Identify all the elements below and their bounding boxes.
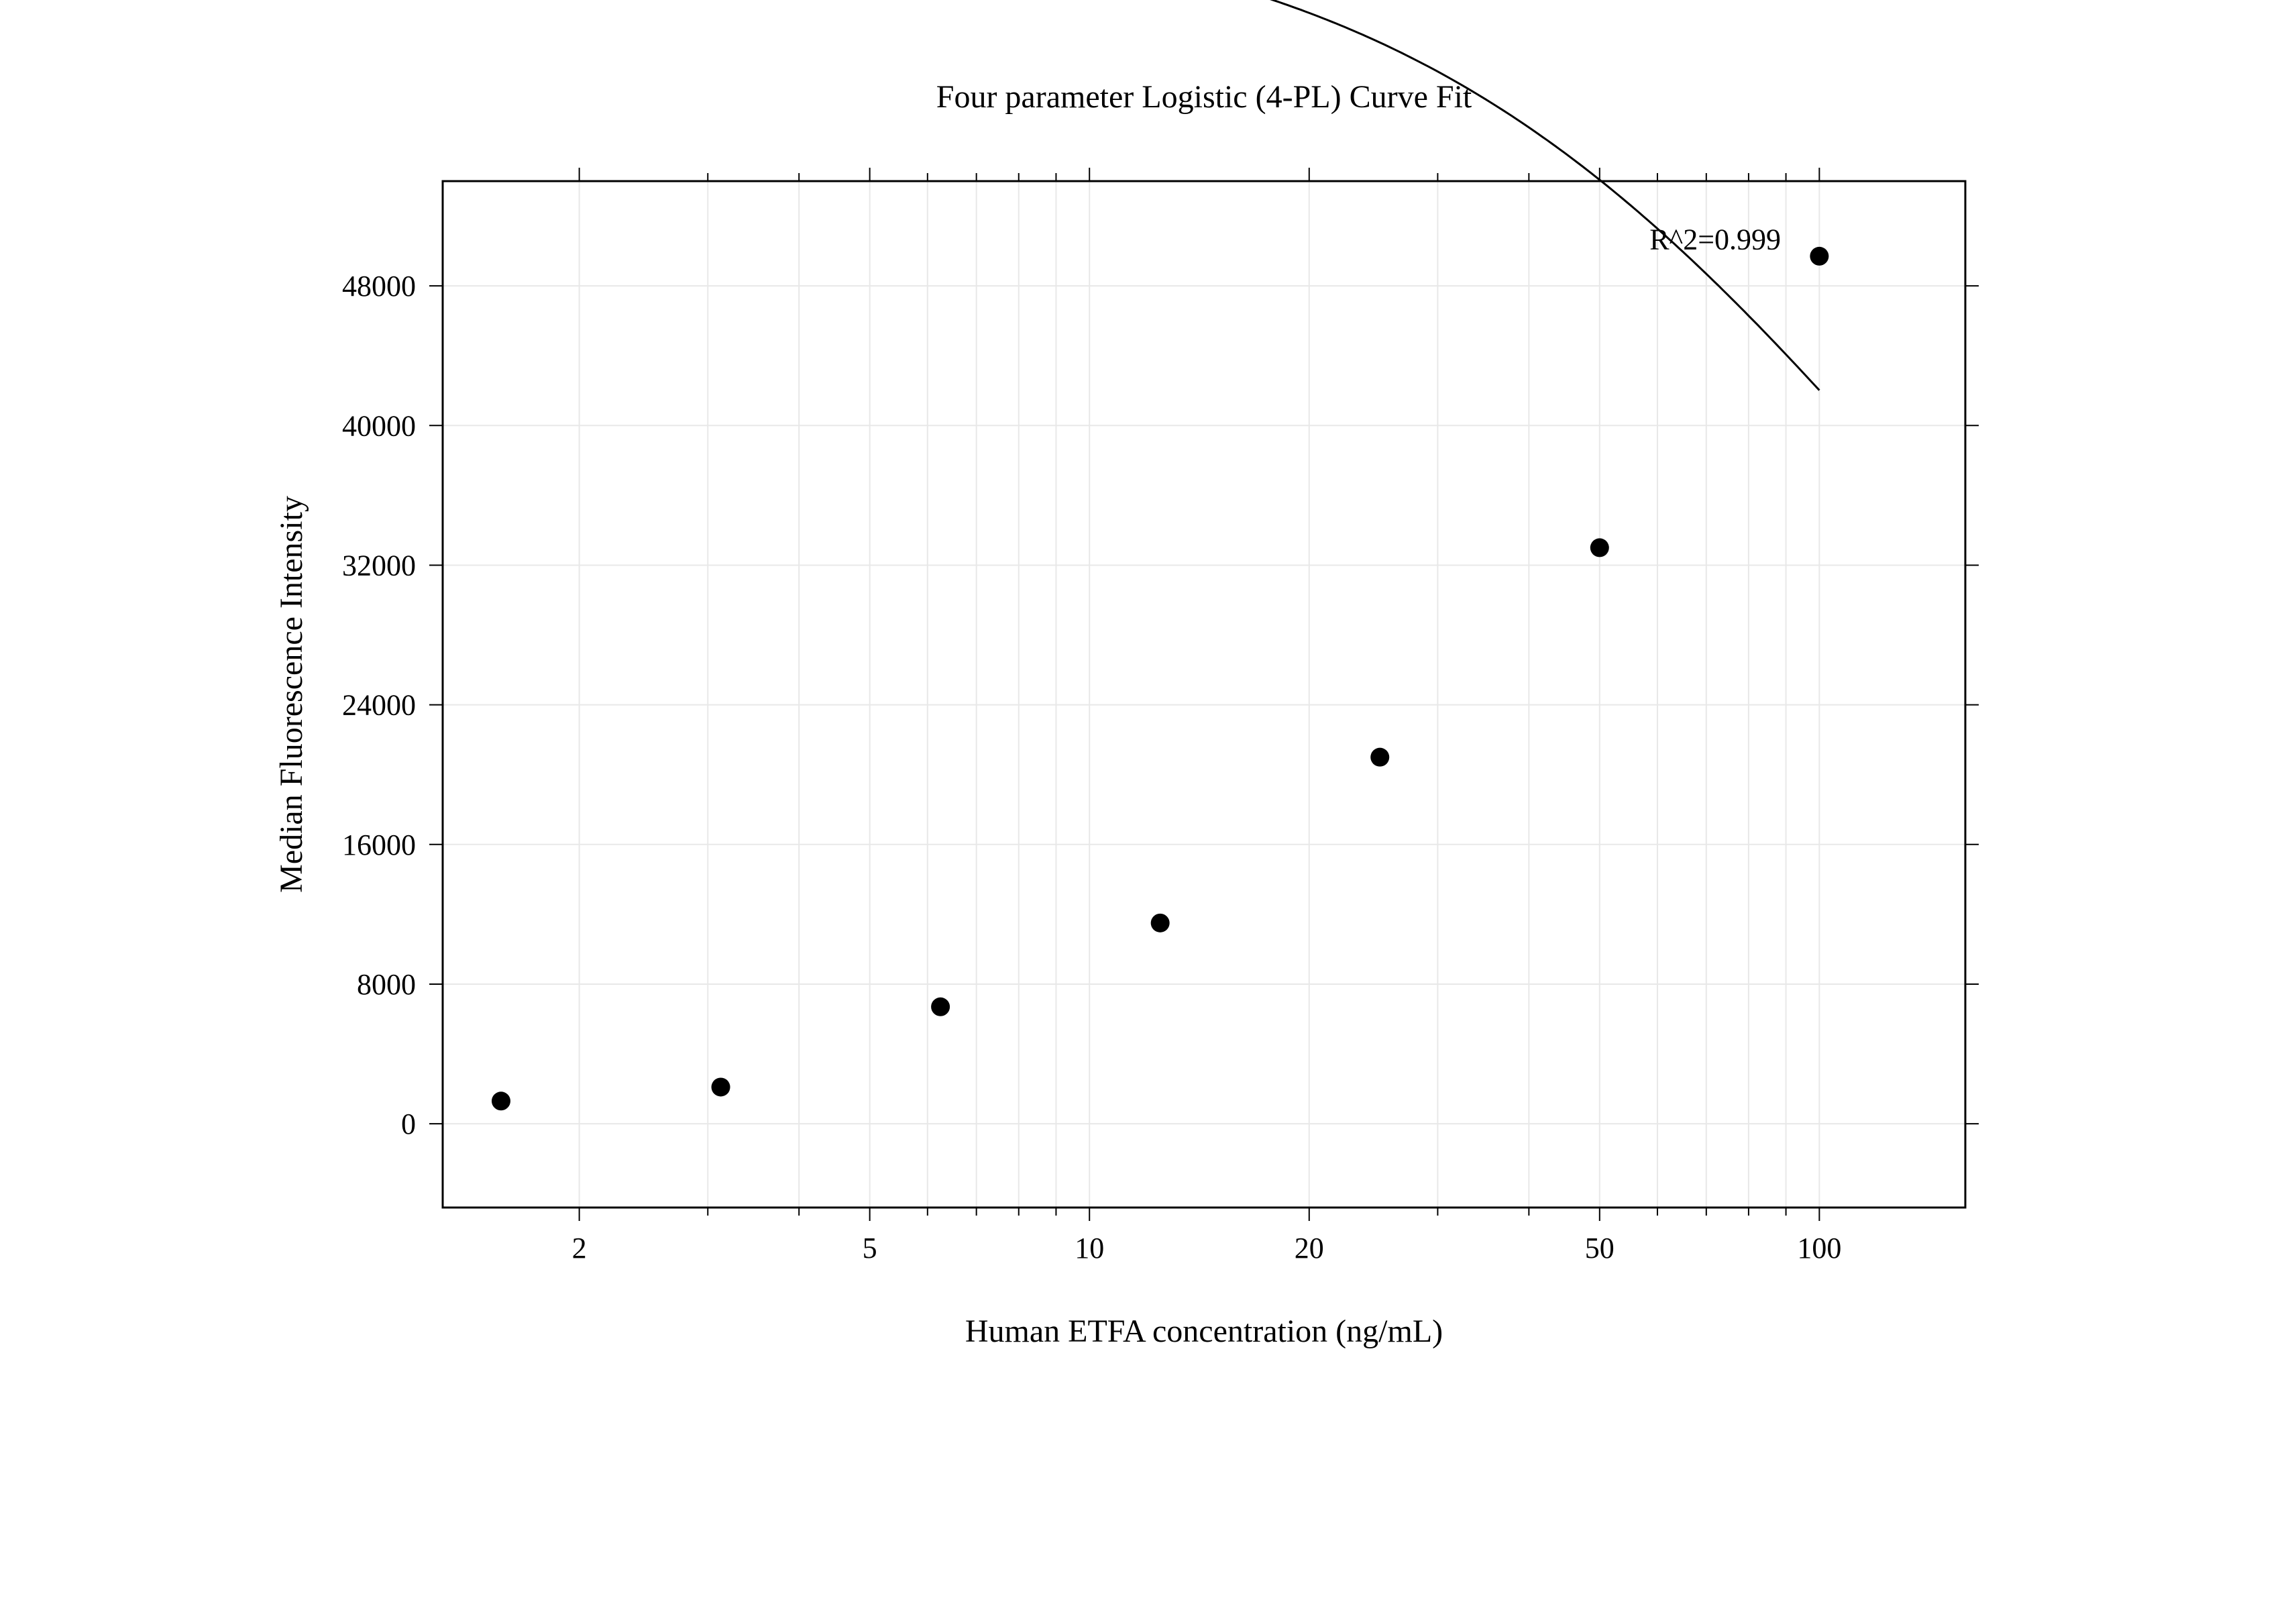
y-tick-label: 48000 [342, 270, 416, 303]
x-tick-label: 100 [1797, 1232, 1841, 1265]
x-axis-label: Human ETFA concentration (ng/mL) [965, 1314, 1443, 1349]
x-tick-label: 50 [1585, 1232, 1615, 1265]
grid [443, 181, 1965, 1208]
y-tick-label: 24000 [342, 689, 416, 722]
y-tick-label: 16000 [342, 828, 416, 861]
x-tick-label: 2 [572, 1232, 587, 1265]
data-point [931, 998, 950, 1016]
y-tick-label: 32000 [342, 549, 416, 582]
data-point [492, 1091, 510, 1110]
x-tick-label: 5 [863, 1232, 877, 1265]
data-point [1590, 538, 1609, 557]
chart-container: 2 5 10 20 50 100 0 8000 16000 24000 32000 40000 4800… [0, 0, 2296, 1604]
fit-curve [501, 0, 1819, 390]
y-tick-label: 40000 [342, 409, 416, 442]
y-axis-label: Median Fluorescence Intensity [274, 496, 309, 893]
axis-ticks [429, 168, 1979, 1221]
plot-border [443, 181, 1965, 1208]
chart-title: Four parameter Logistic (4-PL) Curve Fit [936, 79, 1472, 115]
y-tick-label: 0 [401, 1108, 416, 1140]
x-tick-label: 10 [1075, 1232, 1104, 1265]
data-point [1370, 748, 1389, 767]
r-squared-annotation: R^2=0.999 [1649, 223, 1781, 256]
data-point [712, 1077, 730, 1096]
y-tick-label: 8000 [357, 968, 416, 1001]
chart-svg: 2 5 10 20 50 100 0 8000 16000 24000 32000 40000 4800… [0, 0, 2296, 1604]
data-point [1151, 914, 1170, 932]
data-point [1810, 247, 1828, 266]
tick-labels: 2 5 10 20 50 100 0 8000 16000 24000 32000 40000 4800… [342, 270, 1841, 1265]
data-points [492, 247, 1828, 1110]
x-tick-label: 20 [1295, 1232, 1324, 1265]
